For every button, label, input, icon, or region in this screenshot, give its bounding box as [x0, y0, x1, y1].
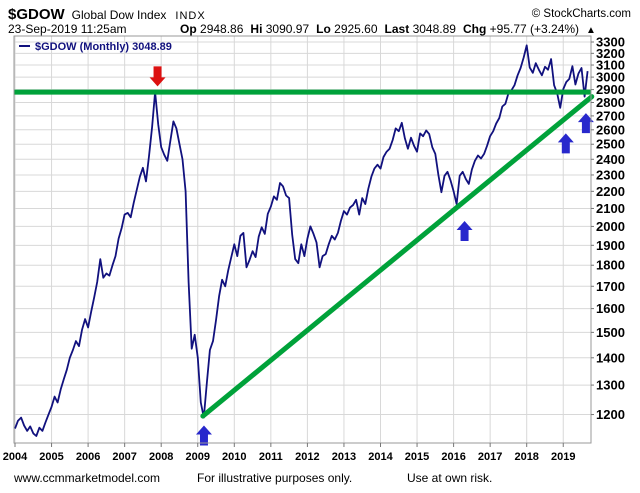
svg-text:2005: 2005: [39, 451, 63, 463]
quote-datetime: 23-Sep-2019 11:25am: [8, 22, 127, 36]
low-value: 2925.60: [334, 22, 378, 36]
svg-text:2400: 2400: [596, 152, 625, 167]
legend-line-swatch: [19, 45, 30, 47]
quote-bar: Op 2948.86 Hi 3090.97 Lo 2925.60 Last 3048.…: [180, 22, 596, 36]
svg-text:2010: 2010: [222, 451, 246, 463]
high-label: Hi: [250, 22, 263, 36]
svg-text:2500: 2500: [596, 137, 625, 152]
footer-risk-note: Use at own risk.: [407, 471, 493, 485]
last-value: 3048.89: [412, 22, 456, 36]
svg-text:2009: 2009: [186, 451, 210, 463]
footer-disclaimer: For illustrative purposes only.: [197, 471, 353, 485]
svg-text:2000: 2000: [596, 219, 625, 234]
svg-text:1500: 1500: [596, 325, 625, 340]
svg-text:2018: 2018: [514, 451, 538, 463]
svg-text:3100: 3100: [596, 58, 625, 73]
blue-up-arrow-2018-low: [557, 133, 574, 154]
svg-text:2200: 2200: [596, 184, 625, 199]
svg-text:2017: 2017: [478, 451, 502, 463]
up-triangle-icon: ▲: [586, 25, 596, 36]
blue-up-arrow-2019-low: [577, 113, 594, 134]
svg-text:3300: 3300: [596, 35, 625, 50]
svg-text:2800: 2800: [596, 95, 625, 110]
svg-text:1200: 1200: [596, 407, 625, 422]
series-legend: $GDOW (Monthly) 3048.89: [19, 41, 172, 53]
svg-text:1700: 1700: [596, 279, 625, 294]
svg-text:1300: 1300: [596, 378, 625, 393]
low-label: Lo: [316, 22, 331, 36]
change-value: +95.77 (+3.24%): [489, 22, 580, 36]
change-label: Chg: [462, 22, 487, 36]
open-value: 2948.86: [200, 22, 244, 36]
red-down-arrow-2007-top: [149, 66, 166, 87]
svg-text:2019: 2019: [551, 451, 575, 463]
svg-text:2100: 2100: [596, 201, 625, 216]
blue-up-arrow-2009-low: [195, 425, 212, 446]
svg-text:1600: 1600: [596, 301, 625, 316]
svg-text:2016: 2016: [441, 451, 465, 463]
ticker-symbol: $GDOW: [8, 6, 65, 23]
svg-text:2004: 2004: [3, 451, 28, 463]
svg-text:2014: 2014: [368, 451, 393, 463]
svg-text:3200: 3200: [596, 46, 625, 61]
header: $GDOW Global Dow Index INDX: [8, 6, 206, 24]
svg-text:1900: 1900: [596, 238, 625, 253]
svg-text:2600: 2600: [596, 122, 625, 137]
svg-text:2013: 2013: [332, 451, 356, 463]
exchange-label: INDX: [175, 10, 206, 22]
index-name: Global Dow Index: [71, 8, 167, 22]
blue-up-arrow-2016-low: [456, 220, 473, 241]
svg-text:3000: 3000: [596, 70, 625, 85]
svg-text:2012: 2012: [295, 451, 319, 463]
svg-text:2008: 2008: [149, 451, 173, 463]
footer-site-link[interactable]: www.ccmmarketmodel.com: [14, 471, 161, 485]
open-label: Op: [180, 22, 197, 36]
svg-text:2300: 2300: [596, 167, 625, 182]
svg-text:1400: 1400: [596, 350, 625, 365]
svg-text:2900: 2900: [596, 82, 625, 97]
legend-label: $GDOW (Monthly) 3048.89: [35, 41, 172, 53]
svg-text:2011: 2011: [259, 451, 283, 463]
svg-text:2007: 2007: [112, 451, 136, 463]
high-value: 3090.97: [265, 22, 310, 36]
stockcharts-copyright-link[interactable]: © StockCharts.com: [531, 8, 631, 20]
svg-text:2006: 2006: [76, 451, 100, 463]
svg-text:1800: 1800: [596, 258, 625, 273]
last-label: Last: [384, 22, 410, 36]
svg-text:2015: 2015: [405, 451, 429, 463]
svg-text:2700: 2700: [596, 108, 625, 123]
